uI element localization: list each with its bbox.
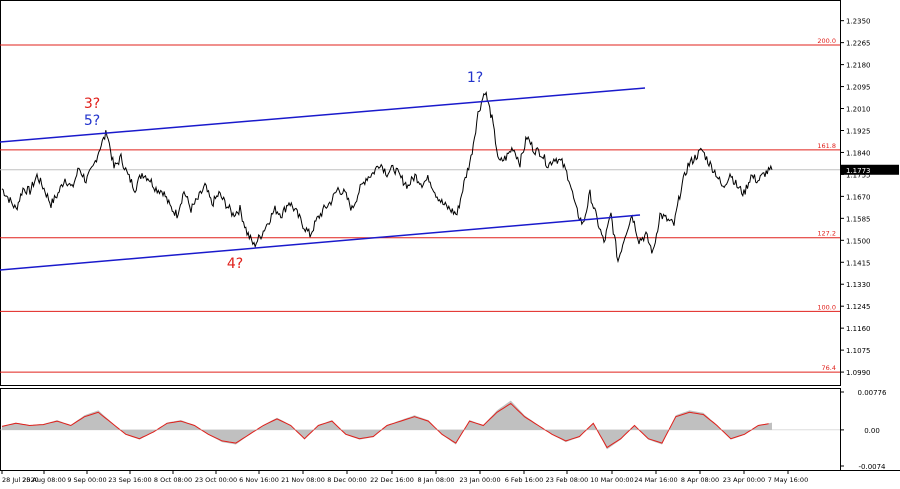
fib-level-label: 161.8: [817, 142, 836, 150]
osc-signal-line: [1, 402, 769, 449]
fib-level-label: 100.0: [817, 303, 836, 311]
y-tick-label: 1.1500: [846, 237, 871, 245]
price-frame: [0, 0, 841, 386]
channel-lower-line: [0, 214, 641, 271]
y-tick-label: 1.2010: [846, 106, 871, 114]
x-tick-label: 24 Mar 16:00: [634, 476, 677, 484]
y-tick-label: 1.2350: [846, 18, 871, 26]
channel-upper-line: [0, 87, 646, 143]
x-tick-label: 23 Apr 00:00: [723, 476, 765, 484]
y-tick-label: 1.1330: [846, 281, 871, 289]
x-tick-label: 8 Oct 08:00: [154, 476, 192, 484]
x-tick-label: 8 Apr 08:00: [681, 476, 719, 484]
current-price-badge: [841, 164, 899, 175]
y-tick-label: 1.1585: [846, 215, 871, 223]
y-tick-label: 1.2095: [846, 84, 871, 92]
y-tick-label: 1.1925: [846, 127, 871, 135]
fib-level-label: 200.0: [817, 37, 836, 45]
x-tick-label: 23 Jan 00:00: [459, 476, 500, 484]
y-tick-label: 1.2180: [846, 62, 871, 70]
y-tick-label: 1.1075: [846, 347, 871, 355]
y-tick-label: 1.1160: [846, 325, 871, 333]
y-tick-label: 1.2265: [846, 40, 871, 48]
y-tick-label: 1.1755: [846, 171, 871, 179]
oscillator-panel: 0.00776 0.00 -0.0074: [0, 388, 887, 471]
x-tick-label: 21 Nov 08:00: [281, 476, 325, 484]
x-tick-label: 6 Nov 16:00: [239, 476, 279, 484]
y-tick-label: 1.1840: [846, 149, 871, 157]
y-tick-label: 1.1415: [846, 259, 871, 267]
y-tick-label: 1.0990: [846, 369, 871, 377]
fib-level-label: 76.4: [822, 364, 836, 372]
x-tick-label: 23 Oct 00:00: [195, 476, 237, 484]
current-price-label: 1.1773: [846, 167, 871, 175]
price-panel: 1.2350 1.2265 1.2180 1.2095 1.2010 1.1925 1.18…: [0, 0, 899, 386]
wave-label: 3?: [84, 96, 100, 112]
fib-level-label: 127.2: [817, 230, 836, 238]
y-tick-label: 1.1670: [846, 193, 871, 201]
x-tick-label: 7 May 16:00: [768, 476, 808, 484]
price-series-line: [1, 91, 773, 264]
wave-label: 1?: [467, 70, 483, 86]
x-tick-label: 8 Dec 00:00: [327, 476, 367, 484]
x-tick-label: 6 Feb 16:00: [505, 476, 544, 484]
x-tick-label: 22 Dec 16:00: [370, 476, 414, 484]
osc-y-tick-label: 0.00: [864, 427, 880, 435]
x-tick-label: 9 Sep 00:00: [67, 476, 106, 484]
x-tick-label: 25 Aug 08:00: [22, 476, 66, 484]
osc-y-tick-label: -0.0074: [858, 463, 886, 471]
y-tick-label: 1.1245: [846, 303, 871, 311]
x-tick-label: 23 Sep 16:00: [108, 476, 151, 484]
x-tick-label: 28 Jul 2020: [2, 476, 39, 484]
x-tick-label: 8 Jan 08:00: [417, 476, 454, 484]
x-tick-label: 10 Mar 00:00: [590, 476, 633, 484]
wave-label: 5?: [84, 113, 100, 129]
osc-y-tick-label: 0.00776: [858, 389, 887, 397]
x-tick-label: 23 Feb 08:00: [546, 476, 589, 484]
wave-label: 4?: [227, 256, 243, 272]
